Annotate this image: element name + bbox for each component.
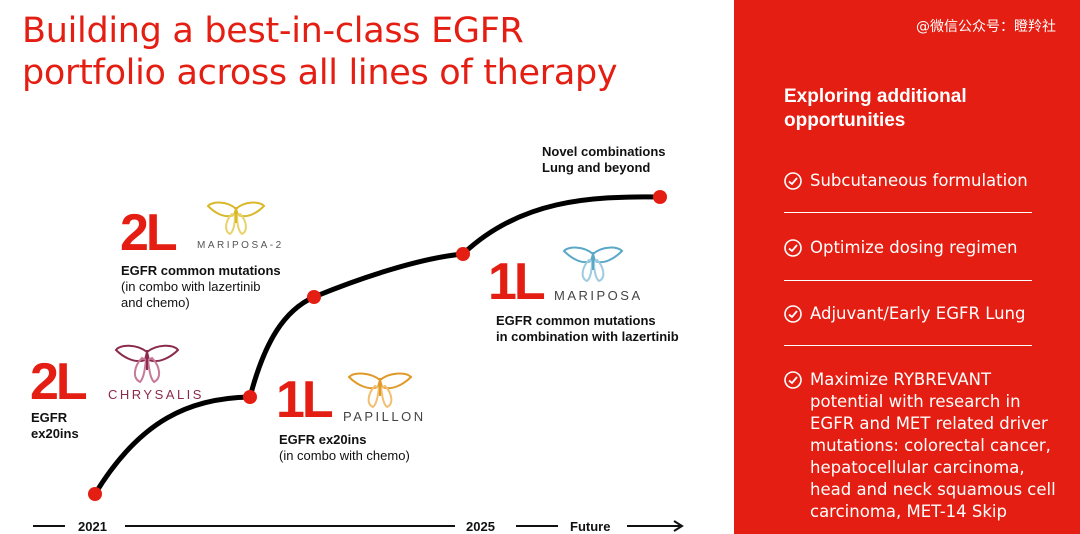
milestone-dot-start	[88, 487, 102, 501]
separator	[784, 280, 1032, 281]
milestone-label-chrysalis: EGFR ex20ins	[31, 410, 79, 442]
milestone-desc-mariposa2: EGFR common mutations	[121, 263, 281, 278]
study-name-mariposa: MARIPOSA	[554, 288, 643, 303]
axis-tick-future: Future	[570, 519, 611, 534]
check-circle-icon	[784, 371, 802, 389]
milestone-desc-chrysalis: EGFR ex20ins	[31, 410, 79, 441]
milestone-desc-mariposa: EGFR common mutations in combination wit…	[496, 313, 679, 344]
axis-tick-2021: 2021	[78, 519, 107, 534]
mariposa2-butterfly-icon	[206, 201, 266, 236]
line-of-therapy-mariposa2: 2L	[120, 204, 178, 262]
study-name-papillon: PAPILLON	[343, 409, 426, 424]
milestone-note-papillon: (in combo with chemo)	[279, 448, 410, 463]
opportunity-text: Subcutaneous formulation	[810, 171, 1028, 190]
check-circle-icon	[784, 305, 802, 323]
milestone-label-mariposa2: EGFR common mutations (in combo with laz…	[121, 263, 281, 311]
milestone-desc-papillon: EGFR ex20ins	[279, 432, 367, 447]
milestone-dot-future	[653, 190, 667, 204]
separator	[784, 345, 1032, 346]
slide-title: Building a best-in-class EGFR portfolio …	[22, 10, 722, 94]
axis-tick-2025: 2025	[466, 519, 495, 534]
opportunity-item: Subcutaneous formulation	[784, 170, 1060, 192]
separator	[784, 212, 1032, 213]
opportunity-text: Maximize RYBREVANT potential with resear…	[810, 370, 1056, 521]
study-name-chrysalis: CHRYSALIS	[108, 387, 204, 402]
milestone-dot-mariposa	[456, 247, 470, 261]
axis-arrow-icon	[627, 520, 684, 532]
milestone-label-mariposa: EGFR common mutations in combination wit…	[496, 313, 679, 345]
milestone-dot-chrysalis	[243, 390, 257, 404]
axis-segment-2	[125, 525, 455, 527]
papillon-butterfly-icon	[347, 372, 413, 409]
axis-segment-1	[33, 525, 65, 527]
check-circle-icon	[784, 239, 802, 257]
chrysalis-butterfly-icon	[114, 344, 180, 384]
milestone-dot-mariposa2	[307, 290, 321, 304]
opportunity-item: Maximize RYBREVANT potential with resear…	[784, 369, 1062, 523]
milestone-label-future: Novel combinations Lung and beyond	[542, 144, 666, 176]
mariposa-butterfly-icon	[562, 246, 624, 283]
line-of-therapy-chrysalis: 2L	[30, 353, 88, 411]
watermark: @微信公众号：瞪羚社	[916, 19, 1056, 35]
title-line-2: portfolio across all lines of therapy	[22, 53, 618, 93]
milestone-desc-future: Novel combinations Lung and beyond	[542, 144, 666, 175]
title-line-1: Building a best-in-class EGFR	[22, 11, 524, 51]
axis-segment-3	[516, 525, 558, 527]
study-name-mariposa2: MARIPOSA-2	[197, 240, 284, 251]
milestone-note-mariposa2: (in combo with lazertinib and chemo)	[121, 279, 261, 310]
panel-heading: Exploring additional opportunities	[784, 86, 967, 131]
timeline-curve-diagram	[88, 190, 667, 501]
line-of-therapy-papillon: 1L	[276, 371, 334, 429]
opportunity-text: Optimize dosing regimen	[810, 238, 1018, 257]
check-circle-icon	[784, 172, 802, 190]
milestone-label-papillon: EGFR ex20ins (in combo with chemo)	[279, 432, 410, 464]
opportunity-item: Optimize dosing regimen	[784, 237, 1060, 259]
line-of-therapy-mariposa: 1L	[488, 253, 546, 311]
opportunity-item: Adjuvant/Early EGFR Lung	[784, 303, 1060, 325]
opportunities-panel: @微信公众号：瞪羚社 Exploring additional opportun…	[734, 0, 1080, 534]
opportunity-text: Adjuvant/Early EGFR Lung	[810, 304, 1026, 323]
